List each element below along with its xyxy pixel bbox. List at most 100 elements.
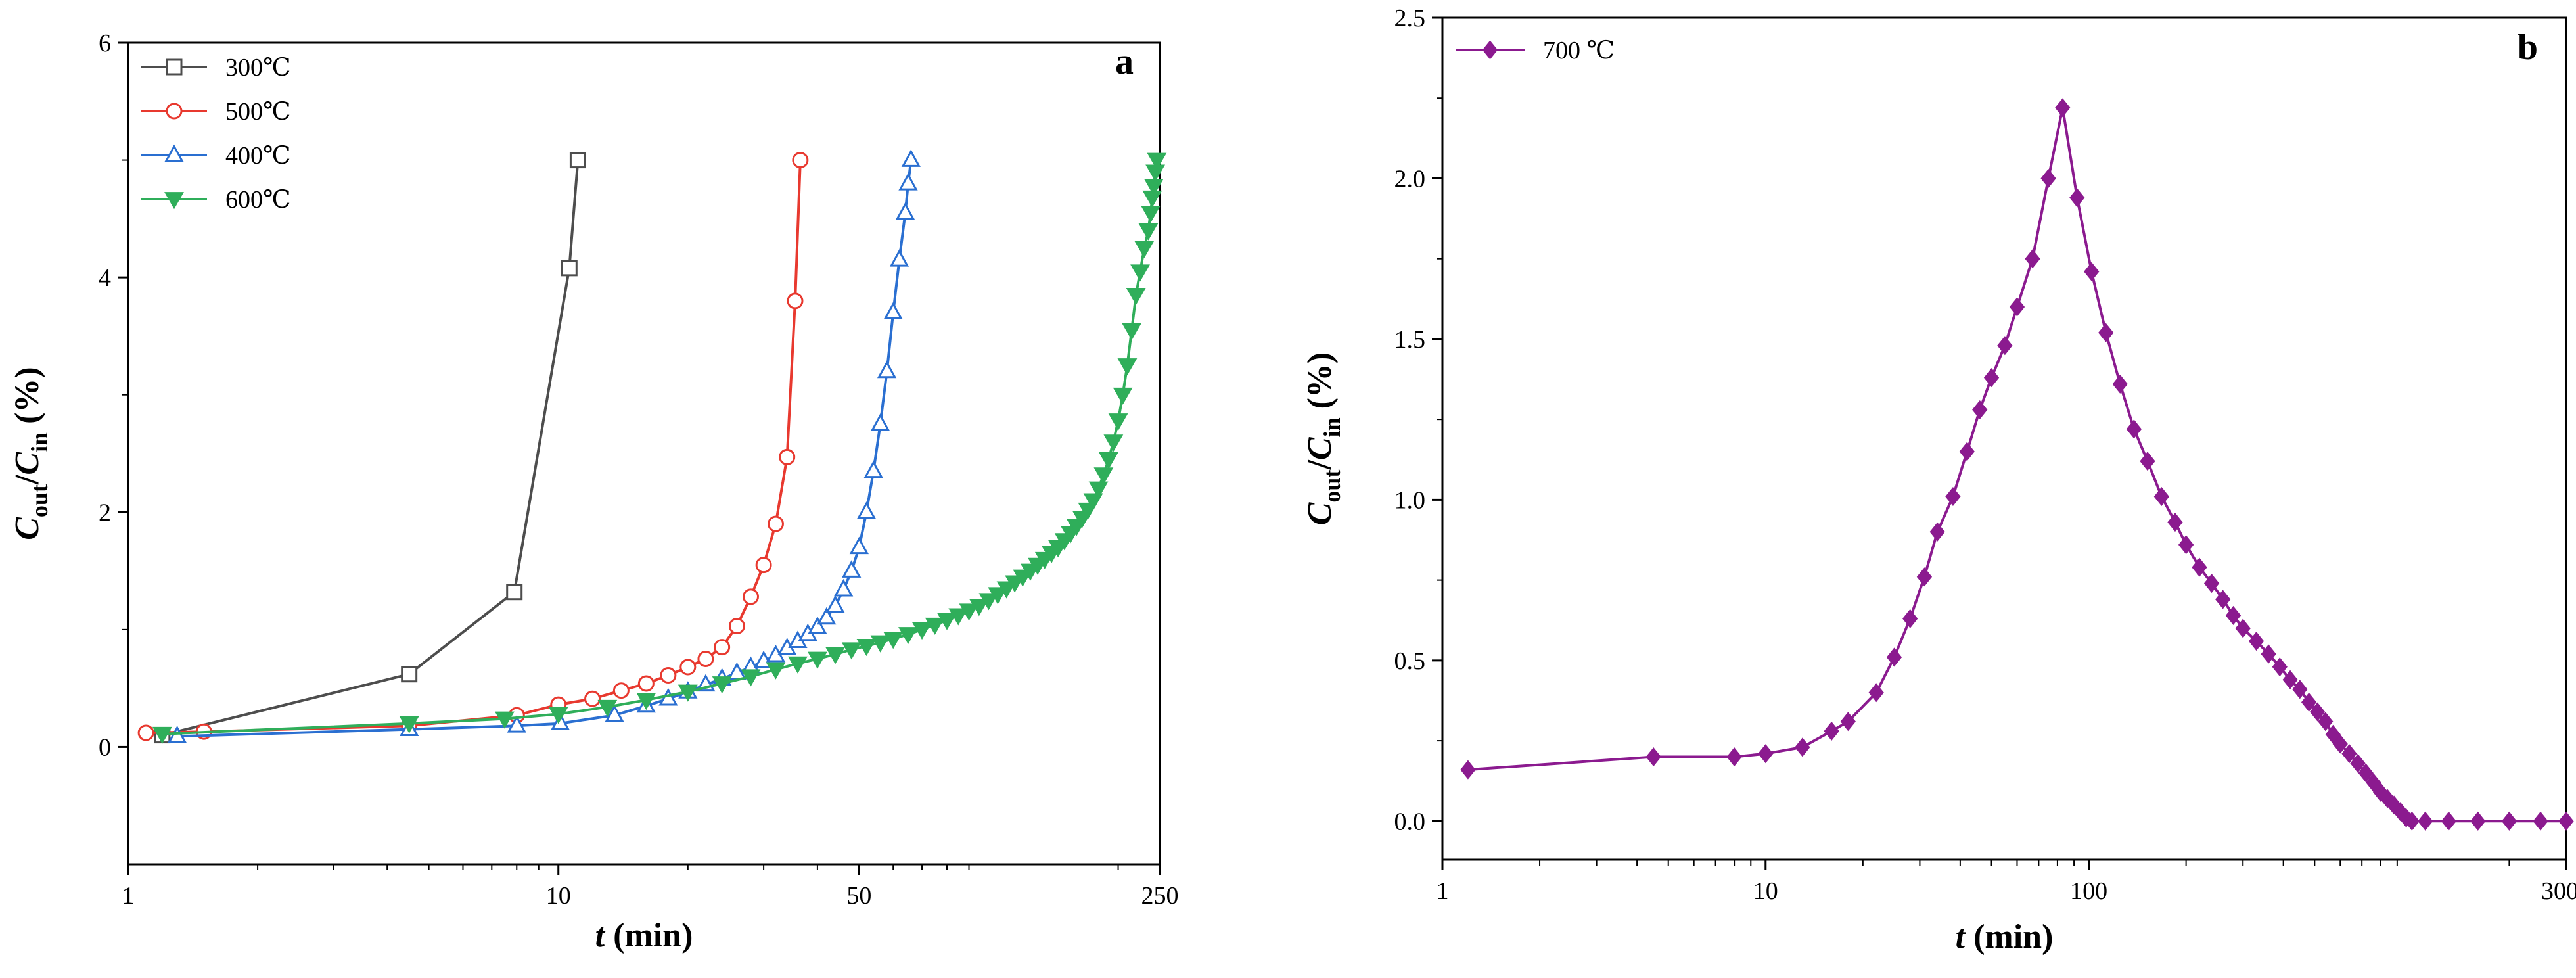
data-point [660, 667, 677, 684]
data-point [1824, 721, 1839, 741]
data-point [1145, 164, 1166, 182]
legend-marker [164, 144, 184, 162]
data-point [1130, 264, 1150, 282]
legend-marker [1482, 40, 1498, 60]
data-point [2153, 486, 2170, 507]
data-point [807, 651, 827, 669]
data-point [787, 292, 804, 310]
data-point [2318, 712, 2334, 732]
data-point [825, 595, 845, 613]
data-point [912, 622, 932, 640]
legend-entry: 400℃ [141, 142, 291, 170]
y-axis-slash: / [9, 475, 46, 485]
data-point [948, 608, 969, 626]
data-point [1959, 442, 1975, 461]
plot-frame [1441, 16, 2567, 861]
legend-marker [166, 103, 183, 120]
data-point [569, 152, 586, 169]
data-point [766, 662, 786, 680]
data-point [767, 515, 784, 532]
data-point [755, 557, 772, 574]
data-point [1795, 737, 1810, 757]
data-point [2055, 98, 2071, 118]
data-point [1083, 493, 1103, 511]
data-point [399, 716, 419, 734]
data-point [898, 172, 918, 191]
data-point [605, 704, 624, 722]
data-point [1113, 387, 1133, 405]
y-tick-label: 2 [99, 499, 111, 526]
data-point [808, 616, 827, 634]
y-tick-label: 1.5 [1394, 326, 1426, 354]
data-point [825, 647, 845, 664]
data-point [728, 618, 745, 634]
data-point [2112, 374, 2128, 394]
data-point [2441, 811, 2457, 831]
legend-entry: 600℃ [141, 186, 291, 214]
data-point [817, 607, 837, 625]
y-axis-unit: (%) [9, 367, 46, 432]
data-point [167, 726, 187, 743]
data-point [2098, 323, 2114, 342]
data-point [883, 302, 903, 320]
data-point [2248, 631, 2265, 651]
data-point [988, 587, 1008, 605]
data-point [863, 460, 883, 478]
data-point [712, 676, 732, 694]
data-point [2178, 535, 2194, 555]
data-point [1126, 288, 1146, 306]
series-line [1467, 106, 2566, 823]
data-point [2009, 297, 2025, 317]
plot-frame [127, 41, 1161, 866]
data-point [506, 584, 523, 601]
data-point [1138, 223, 1159, 241]
data-point [401, 666, 418, 683]
data-point [2358, 763, 2374, 783]
legend-entry: 300℃ [141, 54, 291, 82]
data-point [969, 599, 989, 617]
data-point [2261, 644, 2276, 664]
data-point [2225, 605, 2242, 625]
data-point [2350, 753, 2366, 773]
y-axis-c-out: C [1301, 501, 1339, 525]
y-axis-title: Cout/Cin (%) [1301, 352, 1345, 526]
data-point [959, 603, 979, 621]
y-tick-label: 0 [99, 734, 111, 761]
y-axis-c-in: C [1301, 436, 1339, 460]
data-point [2084, 262, 2100, 281]
x-axis-title: t (min) [595, 917, 693, 954]
series-2 [167, 149, 921, 743]
data-point [856, 501, 877, 519]
series-line [146, 160, 802, 734]
data-point [978, 593, 999, 611]
legend-label: 600℃ [225, 186, 291, 214]
data-point [550, 712, 570, 731]
legend-marker [164, 192, 184, 210]
series-3 [152, 152, 1167, 745]
data-point [561, 260, 578, 277]
data-point [2418, 811, 2433, 831]
legend-marker [166, 58, 183, 76]
y-tick-label: 0.5 [1394, 647, 1426, 675]
data-point [2366, 773, 2381, 793]
data-point [856, 638, 877, 657]
data-point [1840, 712, 1856, 732]
x-axis-var: t [595, 917, 606, 954]
legend-label: 500℃ [225, 98, 291, 126]
data-point [714, 639, 731, 656]
data-point [548, 707, 568, 724]
data-point [2235, 618, 2251, 638]
x-tick-label: 100 [2070, 877, 2107, 905]
data-point [2192, 557, 2207, 577]
y-axis-sub-in: in [26, 432, 53, 452]
data-point [2140, 452, 2155, 471]
data-point [2215, 590, 2231, 609]
x-axis-var: t [1956, 918, 1966, 956]
data-point [870, 413, 890, 431]
data-point [1902, 609, 1918, 628]
data-point [2272, 657, 2288, 677]
data-point [636, 693, 656, 710]
series-line [177, 160, 913, 738]
data-point [1088, 481, 1109, 499]
